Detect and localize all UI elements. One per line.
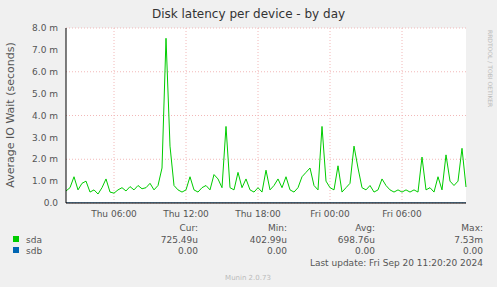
svg-text:Avg:: Avg: [355, 223, 375, 233]
svg-text:Thu 06:00: Thu 06:00 [90, 209, 137, 219]
svg-text:7.53m: 7.53m [454, 235, 483, 245]
svg-text:2.0 m: 2.0 m [32, 154, 58, 164]
svg-text:0.00: 0.00 [267, 246, 287, 256]
svg-text:4.0 m: 4.0 m [32, 111, 58, 121]
svg-text:Munin 2.0.73: Munin 2.0.73 [225, 274, 271, 282]
svg-text:5.0 m: 5.0 m [32, 89, 58, 99]
svg-text:sdb: sdb [26, 246, 42, 256]
svg-text:Fri 00:00: Fri 00:00 [310, 209, 350, 219]
svg-text:698.76u: 698.76u [338, 235, 375, 245]
html-text:Disk latency per device - by d: Disk latency per device - by day [151, 7, 346, 21]
svg-text:0.00: 0.00 [463, 246, 483, 256]
svg-text:Thu 12:00: Thu 12:00 [162, 209, 209, 219]
svg-text:725.49u: 725.49u [161, 235, 198, 245]
svg-text:sda: sda [26, 235, 42, 245]
svg-text:Max:: Max: [461, 223, 483, 233]
svg-text:0.00: 0.00 [178, 246, 198, 256]
svg-text:Thu 18:00: Thu 18:00 [234, 209, 281, 219]
svg-text:7.0 m: 7.0 m [32, 45, 58, 55]
svg-text:0.00: 0.00 [355, 246, 375, 256]
svg-text:8.0 m: 8.0 m [32, 23, 58, 33]
svg-text:0.0: 0.0 [44, 198, 59, 208]
svg-text:402.99u: 402.99u [250, 235, 287, 245]
svg-text:RRDTOOL / TOBI OETIKER: RRDTOOL / TOBI OETIKER [487, 30, 489, 107]
svg-text:Fri 06:00: Fri 06:00 [382, 209, 422, 219]
svg-text:Average IO Wait (seconds): Average IO Wait (seconds) [8, 42, 17, 187]
svg-text:6.0 m: 6.0 m [32, 67, 58, 77]
svg-text:Cur:: Cur: [179, 223, 198, 233]
svg-text:Last update: Fri Sep 20 11:20:: Last update: Fri Sep 20 11:20:20 2024 [310, 258, 483, 268]
svg-text:1.0 m: 1.0 m [32, 176, 58, 186]
svg-text:3.0 m: 3.0 m [32, 133, 58, 143]
svg-text:Min:: Min: [268, 223, 287, 233]
